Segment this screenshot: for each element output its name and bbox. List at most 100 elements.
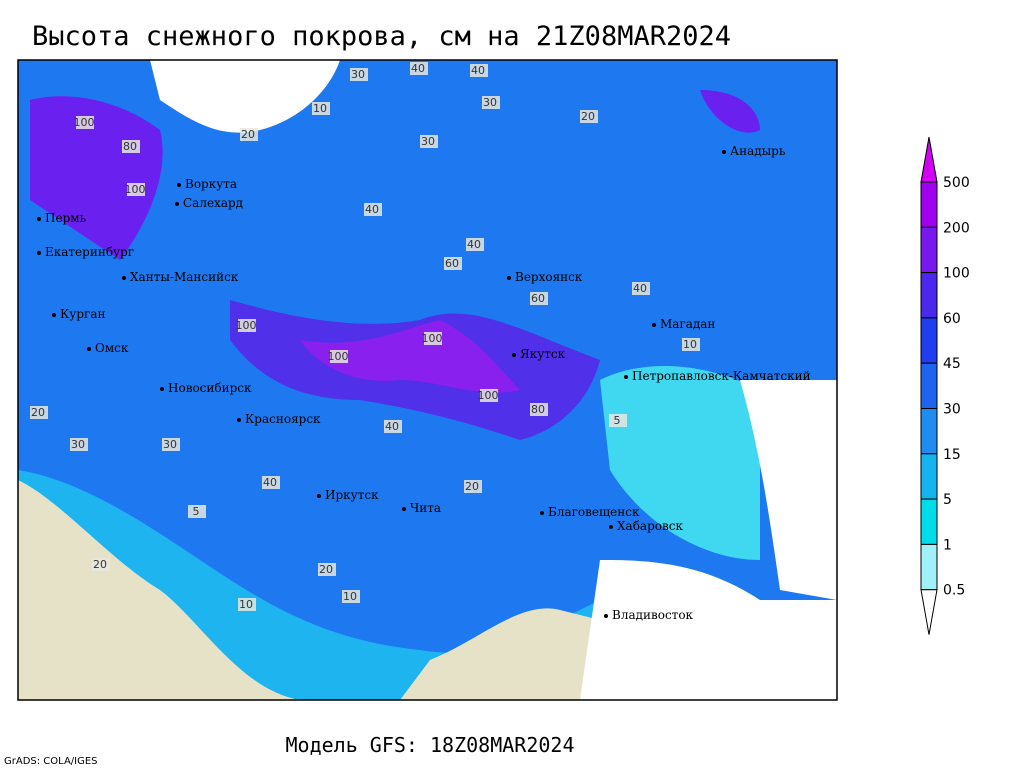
labels: Воркута Салехард Пермь Екатеринбург Ханты-Ма…	[30, 62, 811, 622]
city-dot	[652, 323, 656, 327]
contour-label-bg	[162, 438, 180, 451]
contour-label-bg	[30, 406, 48, 419]
contour-label: 100	[478, 389, 499, 402]
contour-label-bg	[122, 140, 140, 153]
colorbar-box	[920, 226, 938, 274]
colorbar-label: 500	[943, 175, 970, 191]
city-label: Верхоянск	[515, 270, 583, 284]
city-label: Владивосток	[612, 608, 694, 622]
city-label: Магадан	[660, 317, 715, 331]
contour-label-bg	[76, 116, 94, 129]
city-dot	[237, 418, 241, 422]
contour-label: 100	[236, 319, 257, 332]
contour-label-bg	[424, 332, 442, 345]
city-label: Новосибирск	[168, 381, 252, 395]
bare-land	[400, 608, 600, 700]
contour-label-bg	[580, 110, 598, 123]
contour-label: 40	[385, 420, 399, 433]
city-label: Чита	[410, 501, 441, 515]
colorbar: 500 200 100 60 45 30 15 5 1 0.5	[920, 136, 970, 635]
contour-label: 40	[471, 64, 485, 77]
colorbar-box	[920, 498, 938, 545]
city-dot	[177, 183, 181, 187]
contour-label: 20	[319, 563, 333, 576]
city-dot	[52, 313, 56, 317]
city-dot	[87, 347, 91, 351]
colorbar-label: 5	[943, 492, 952, 508]
contour-label: 5	[614, 414, 621, 427]
deep-snow	[700, 90, 760, 133]
contour-label: 10	[313, 102, 327, 115]
contour-label-bg	[238, 319, 256, 332]
deep-snow	[300, 320, 520, 393]
contour-label: 60	[531, 292, 545, 305]
contour-label: 100	[328, 350, 349, 363]
contour-label: 10	[239, 598, 253, 611]
bare-land	[18, 480, 300, 700]
contour-label: 10	[343, 590, 357, 603]
contour-label-bg	[632, 282, 650, 295]
contour-label: 100	[422, 332, 443, 345]
footer-model: Модель GFS: 18Z08MAR2024	[286, 733, 575, 757]
contour-label-bg	[188, 505, 206, 518]
contour-label: 20	[241, 128, 255, 141]
colorbar-label: 200	[943, 220, 970, 236]
colorbar-box	[920, 543, 938, 591]
contour-label-bg	[466, 238, 484, 251]
contour-label: 20	[93, 558, 107, 571]
city-label: Воркута	[185, 177, 237, 191]
city-dot	[37, 251, 41, 255]
contour-label: 30	[163, 438, 177, 451]
sea	[580, 560, 837, 700]
colorbar-box	[920, 362, 938, 410]
contour-label: 30	[351, 68, 365, 81]
footer-credit: GrADS: COLA/IGES	[4, 756, 98, 767]
city-dot	[507, 276, 511, 280]
city-label: Иркутск	[325, 488, 379, 502]
map-frame	[17, 59, 838, 701]
city-dot	[402, 507, 406, 511]
sea	[740, 380, 837, 600]
contour-label: 100	[125, 183, 146, 196]
contour-label: 80	[531, 403, 545, 416]
contour-label-bg	[464, 480, 482, 493]
deep-snow	[30, 96, 163, 260]
contour-label: 60	[445, 257, 459, 270]
contour-label-bg	[482, 96, 500, 109]
city-label: Салехард	[183, 196, 243, 210]
city-dot	[175, 202, 179, 206]
city-label: Омск	[95, 341, 129, 355]
contour-label-bg	[609, 414, 627, 427]
contour-label-bg	[410, 62, 428, 75]
contour-label: 30	[483, 96, 497, 109]
city-label: Пермь	[45, 211, 87, 225]
colorbar-cap	[920, 589, 938, 635]
contour-label: 30	[421, 135, 435, 148]
contour-label-bg	[70, 438, 88, 451]
colorbar-box	[920, 453, 938, 500]
contour-label: 40	[411, 62, 425, 75]
map	[17, 59, 838, 701]
colorbar-label: 0.5	[943, 583, 965, 599]
contour-label-bg	[420, 135, 438, 148]
contour-label: 40	[467, 238, 481, 251]
city-dot	[317, 494, 321, 498]
contour-label-bg	[530, 403, 548, 416]
city-label: Ханты-Мансийск	[130, 270, 239, 284]
colorbar-label: 15	[943, 447, 961, 463]
contour-label-bg	[682, 338, 700, 351]
colorbar-box	[920, 317, 938, 364]
ice	[150, 60, 340, 133]
city-label: Анадырь	[730, 144, 786, 158]
city-dot	[37, 217, 41, 221]
contour-label: 20	[31, 406, 45, 419]
contour-label: 40	[263, 476, 277, 489]
city-dot	[122, 276, 126, 280]
contour-label-bg	[470, 64, 488, 77]
contour-label: 100	[74, 116, 95, 129]
city-dot	[512, 353, 516, 357]
colorbar-label: 30	[943, 402, 961, 418]
contour-label-bg	[330, 350, 348, 363]
city-label: Курган	[60, 307, 105, 321]
